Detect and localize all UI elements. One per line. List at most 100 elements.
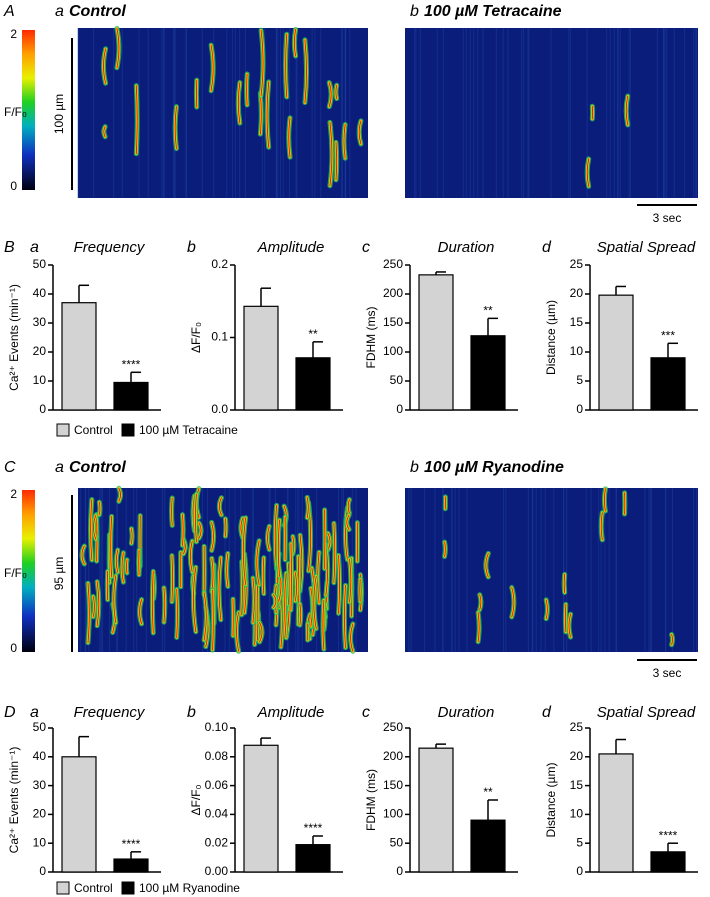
chart-title: Frequency: [74, 704, 146, 721]
streak-peak: [163, 587, 166, 623]
streak-peak: [477, 611, 480, 643]
streak-peak: [586, 158, 590, 187]
colorbar-tick: 2: [10, 487, 17, 501]
panel-letter: A: [3, 3, 15, 20]
panel-label: a: [30, 239, 39, 256]
streak-peak: [343, 123, 346, 159]
streak-peak: [235, 611, 240, 652]
significance: ****: [659, 828, 678, 842]
y-axis-label: Ca²⁺ Events (min⁻¹): [7, 747, 21, 854]
streak-peak: [87, 582, 90, 644]
y-tick-label: 0: [396, 864, 403, 878]
streak-peak: [110, 515, 113, 578]
y-tick-label: 15: [570, 778, 584, 792]
y-tick-label: 200: [383, 286, 403, 300]
streak-peak: [218, 497, 222, 516]
streak-peak: [210, 44, 214, 92]
image-title: Control: [69, 3, 126, 20]
streak-peak: [349, 558, 352, 603]
bar: [295, 357, 331, 411]
streak-peak: [313, 575, 317, 630]
streak-peak: [252, 577, 255, 624]
streak-peak: [92, 595, 96, 618]
chart-title: Amplitude: [257, 704, 325, 721]
streak-peak: [203, 592, 207, 641]
colorbar-tick: 2: [10, 27, 17, 41]
image-label: b: [410, 3, 419, 20]
y-tick-label: 0.06: [205, 778, 229, 792]
y-tick-label: 0.2: [211, 257, 228, 271]
panel-letter: C: [4, 459, 16, 476]
streak-peak: [125, 559, 128, 574]
y-axis-label: ΔF/F₀: [189, 322, 203, 353]
streak-peak: [96, 581, 100, 627]
kymograph: [77, 25, 368, 198]
streak-peak: [113, 575, 117, 624]
scale-label: 100 µm: [52, 94, 66, 134]
y-tick-label: 0.08: [205, 749, 229, 763]
image-label: b: [410, 459, 419, 476]
streak-peak: [293, 29, 297, 57]
y-tick-label: 100: [383, 807, 403, 821]
streak-peak: [259, 622, 263, 643]
y-tick-label: 50: [390, 373, 404, 387]
streak-peak: [284, 572, 287, 639]
legend-label: Control: [74, 881, 113, 895]
y-tick-label: 0.1: [211, 330, 228, 344]
bar: [243, 744, 279, 873]
kymograph-bg: [405, 28, 698, 198]
streak-peak: [226, 552, 229, 587]
significance: **: [308, 327, 318, 341]
y-tick-label: 10: [570, 807, 584, 821]
bar: [61, 302, 97, 411]
streak-peak: [671, 633, 673, 646]
streak-peak: [218, 557, 222, 621]
streak-peak: [192, 566, 197, 633]
y-tick-label: 0.10: [205, 720, 229, 734]
y-tick-label: 0: [39, 402, 46, 416]
legend-swatch: [121, 881, 135, 895]
streak-peak: [335, 141, 338, 181]
panel-label: b: [187, 704, 196, 721]
y-tick-label: 0: [576, 864, 583, 878]
streak-peak: [350, 623, 354, 652]
streak-peak: [224, 518, 227, 537]
scale-label: 95 µm: [52, 557, 66, 591]
streak-peak: [273, 594, 277, 609]
chart-title: Spatial Spread: [597, 239, 696, 256]
y-tick-label: 0.04: [205, 807, 229, 821]
legend-swatch: [121, 423, 135, 437]
legend-label: 100 µM Ryanodine: [139, 881, 240, 895]
streak-peak: [116, 27, 120, 69]
streak-peak: [189, 540, 193, 573]
y-tick-label: 250: [383, 257, 403, 271]
y-axis-label: FDHM (ms): [364, 769, 378, 831]
colorbar-tick: 0: [10, 179, 17, 193]
streak-peak: [306, 496, 309, 519]
y-tick-label: 20: [570, 749, 584, 763]
streak-peak: [194, 493, 197, 543]
y-tick-label: 10: [33, 835, 47, 849]
significance: **: [483, 304, 493, 318]
streak-peak: [102, 48, 107, 84]
y-tick-label: 10: [33, 373, 47, 387]
streak-peak: [288, 117, 291, 158]
bar: [598, 753, 634, 873]
streak-peak: [246, 73, 248, 106]
streak-peak: [266, 525, 270, 551]
streak-peak: [151, 570, 154, 634]
kymograph: [78, 485, 368, 654]
y-tick-label: 5: [576, 373, 583, 387]
panel-label: c: [362, 239, 370, 256]
streak-peak: [346, 514, 350, 530]
y-tick-label: 25: [570, 257, 584, 271]
streak-peak: [511, 586, 515, 618]
chart-title: Amplitude: [257, 239, 325, 256]
streak-peak: [118, 487, 122, 502]
colorbar: [22, 490, 35, 652]
streak-peak: [294, 572, 298, 602]
streak-peak: [103, 126, 106, 138]
legend-label: 100 µM Tetracaine: [139, 423, 238, 437]
streak-peak: [304, 39, 308, 104]
